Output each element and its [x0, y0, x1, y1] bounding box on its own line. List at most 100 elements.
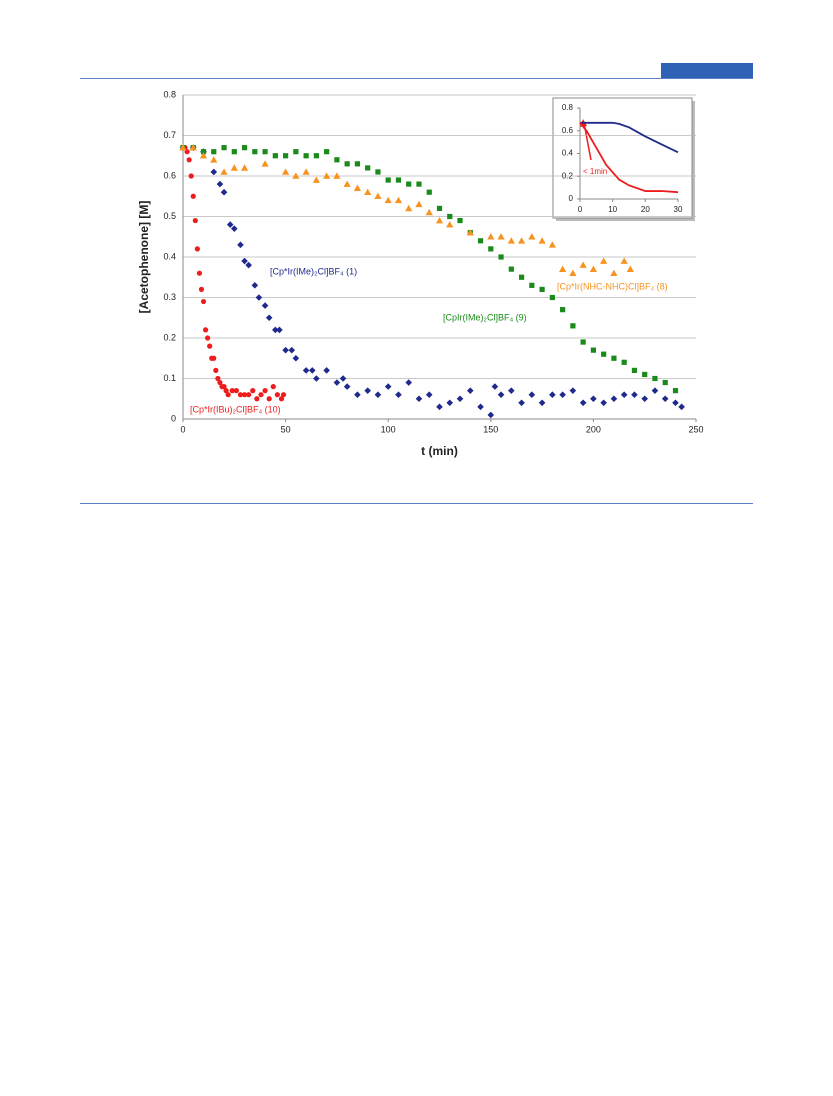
point [487, 233, 495, 240]
point [343, 383, 351, 390]
point [589, 265, 597, 272]
point [435, 216, 444, 224]
point [415, 200, 423, 208]
point [631, 367, 638, 373]
point [549, 294, 555, 301]
point [528, 391, 536, 398]
y-tick-label: 0.3 [163, 292, 176, 302]
point [548, 241, 556, 248]
point [491, 383, 499, 390]
point [560, 307, 566, 313]
point [529, 282, 535, 288]
y-tick-label: 0.6 [562, 126, 574, 135]
point [265, 314, 273, 322]
point [477, 403, 484, 411]
point [211, 149, 217, 155]
y-tick-label: 0.6 [163, 170, 176, 180]
series-label: [CpIr(IMe)₂Cl]BF₄ (9) [443, 312, 527, 322]
point [528, 233, 536, 240]
line [579, 122, 679, 194]
point [226, 221, 234, 228]
point [282, 168, 290, 175]
point [488, 246, 494, 252]
point [190, 193, 196, 199]
point [384, 196, 392, 204]
point [278, 396, 285, 402]
point [266, 396, 272, 402]
point [261, 160, 269, 167]
point [313, 153, 319, 159]
point [559, 265, 567, 272]
y-tick-label: 0.2 [562, 171, 574, 180]
point [374, 391, 382, 398]
point [223, 388, 229, 394]
point [221, 384, 227, 390]
point [642, 371, 648, 378]
point [538, 237, 546, 244]
point [213, 367, 219, 373]
point [272, 153, 278, 159]
point [678, 403, 685, 411]
point [199, 152, 208, 159]
y-tick-label: 0.8 [562, 103, 574, 112]
point [620, 391, 628, 398]
point [631, 391, 638, 398]
point [262, 388, 268, 394]
y-tick-label: 0.2 [163, 332, 176, 342]
point [405, 204, 413, 212]
point [220, 188, 228, 196]
x-tick-label: 200 [586, 424, 601, 434]
point [293, 149, 299, 155]
point [600, 399, 607, 407]
point [210, 156, 218, 163]
point [323, 172, 331, 179]
point [447, 213, 453, 220]
point [283, 153, 289, 159]
point [405, 379, 413, 386]
point [292, 354, 300, 362]
point [508, 266, 514, 272]
point [333, 379, 341, 386]
point [580, 339, 586, 345]
point [466, 229, 474, 236]
point [425, 208, 433, 216]
y-tick-label: 0 [171, 413, 176, 423]
point [272, 326, 279, 334]
point [308, 367, 316, 374]
point [426, 189, 432, 195]
point [498, 254, 504, 260]
point [280, 392, 287, 398]
point [518, 274, 525, 280]
point [241, 392, 248, 398]
point [250, 388, 256, 394]
point [241, 257, 248, 265]
point [651, 387, 659, 394]
point [497, 233, 505, 240]
y-tick-label: 0 [569, 194, 574, 203]
point [258, 392, 264, 398]
x-axis-title: t (min) [421, 444, 458, 458]
point [282, 346, 289, 354]
point [324, 149, 330, 155]
point [579, 261, 587, 268]
point [559, 391, 566, 398]
point [233, 388, 239, 394]
point [241, 145, 248, 151]
point [288, 346, 296, 354]
point [186, 157, 192, 163]
x-tick-label: 10 [608, 205, 617, 214]
point [374, 192, 382, 200]
y-tick-label: 0.4 [562, 149, 574, 158]
point [313, 375, 320, 382]
point [252, 149, 258, 155]
point [394, 196, 403, 204]
point [344, 161, 350, 167]
point [334, 157, 340, 163]
point [262, 149, 268, 155]
point [210, 168, 218, 176]
point [487, 411, 495, 419]
point [237, 392, 244, 398]
point [672, 399, 679, 407]
header-tab [661, 63, 753, 78]
point [569, 387, 577, 394]
